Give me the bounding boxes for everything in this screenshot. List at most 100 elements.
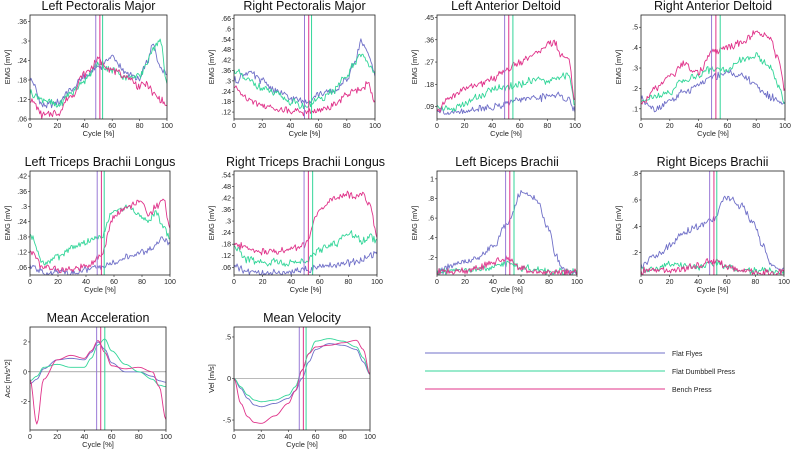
panel-right-anterior-deltoid: Right Anterior Deltoid 0 20 40 60 80 100 .1 .2 .3… xyxy=(614,0,791,138)
y-tick-label: .4 xyxy=(428,235,434,242)
x-tick-label: 60 xyxy=(315,123,323,130)
chart-title: Mean Acceleration xyxy=(47,311,150,325)
plot-frame xyxy=(436,14,576,120)
y-axis-label: EMG [mV] xyxy=(410,50,419,85)
y-tick-label: .12 xyxy=(17,97,27,104)
x-tick-label: 0 xyxy=(435,279,439,286)
y-axis-label: EMG [mV] xyxy=(614,50,623,85)
series-line-bench-press xyxy=(234,339,370,424)
panel-right-biceps-brachii: Right Biceps Brachii 0 20 40 60 80 100 .2 .4 .6 .8… xyxy=(614,155,790,294)
chart-title: Left Anterior Deltoid xyxy=(451,0,561,13)
series-line-flat-flyes xyxy=(437,190,577,275)
x-tick-label: 80 xyxy=(136,123,144,130)
y-tick-label: .18 xyxy=(221,242,231,249)
y-tick-label: .24 xyxy=(221,230,231,237)
chart-title: Left Triceps Brachii Longus xyxy=(25,155,176,169)
series-line-bench-press xyxy=(437,39,575,113)
x-tick-label: 40 xyxy=(81,434,89,441)
series-line-flat-flyes xyxy=(234,251,377,275)
x-tick-label: 0 xyxy=(435,123,439,130)
x-tick-label: 100 xyxy=(778,279,790,286)
y-tick-label: .27 xyxy=(424,60,434,67)
x-tick-label: 60 xyxy=(516,123,524,130)
x-tick-label: 40 xyxy=(488,123,496,130)
y-tick-label: .8 xyxy=(428,196,434,203)
series-line-flat-flyes xyxy=(30,236,170,275)
panel-left-biceps-brachii: Left Biceps Brachii 0 20 40 60 80 100 .2 .4 .6 .8 1… xyxy=(410,155,583,294)
series-line-flat-flyes xyxy=(641,195,784,271)
panel-left-triceps-brachii-longus: Left Triceps Brachii Longus 0 20 40 60 80 100.… xyxy=(3,155,176,294)
y-tick-label: -2 xyxy=(21,399,27,406)
x-tick-label: 60 xyxy=(723,279,731,286)
y-tick-label: .3 xyxy=(21,39,27,46)
y-tick-label: .24 xyxy=(17,58,27,65)
y-tick-label: .6 xyxy=(428,216,434,223)
chart-title: Right Pectoralis Major xyxy=(243,0,365,13)
plot-frame xyxy=(640,170,785,276)
x-tick-label: 40 xyxy=(287,123,295,130)
x-tick-label: 0 xyxy=(232,434,236,441)
y-axis-label: EMG [mV] xyxy=(3,206,12,241)
y-tick-label: .18 xyxy=(424,82,434,89)
y-tick-label: .12 xyxy=(17,250,27,257)
x-axis-label: Cycle [%] xyxy=(289,129,321,138)
series-line-flat-dumbbell-press xyxy=(437,260,577,275)
y-tick-label: .06 xyxy=(17,265,27,272)
y-tick-label: .2 xyxy=(632,250,638,257)
series-line-flat-flyes xyxy=(437,91,575,115)
y-tick-label: -.5 xyxy=(223,418,231,425)
chart-title: Right Triceps Brachii Longus xyxy=(226,155,385,169)
x-tick-label: 40 xyxy=(489,279,497,286)
series-line-flat-flyes xyxy=(234,343,370,408)
legend-item-bench-press: Bench Press xyxy=(425,387,712,394)
y-tick-label: .24 xyxy=(221,89,231,96)
y-tick-label: .09 xyxy=(424,104,434,111)
x-tick-label: 20 xyxy=(461,279,469,286)
x-tick-label: 60 xyxy=(108,123,116,130)
y-tick-label: .4 xyxy=(632,224,638,231)
y-tick-label: .48 xyxy=(221,184,231,191)
y-tick-label: .36 xyxy=(221,68,231,75)
y-axis-label: Acc [m/s^2] xyxy=(3,359,12,398)
x-tick-label: 80 xyxy=(138,279,146,286)
x-tick-label: 60 xyxy=(108,434,116,441)
y-tick-label: .4 xyxy=(632,45,638,52)
series-line-flat-dumbbell-press xyxy=(30,338,166,388)
y-tick-label: .36 xyxy=(17,19,27,26)
series-line-bench-press xyxy=(30,198,170,274)
series-line-bench-press xyxy=(437,255,577,275)
x-tick-label: 40 xyxy=(695,123,703,130)
x-tick-label: 20 xyxy=(53,434,61,441)
x-tick-label: 100 xyxy=(569,123,581,130)
y-axis-label: EMG [mV] xyxy=(410,206,419,241)
x-axis-label: Cycle [%] xyxy=(82,440,114,449)
x-tick-label: 100 xyxy=(371,279,383,286)
series-line-flat-dumbbell-press xyxy=(30,204,170,266)
y-tick-label: .54 xyxy=(221,172,231,179)
x-tick-label: 0 xyxy=(232,279,236,286)
series-line-flat-dumbbell-press xyxy=(641,52,785,105)
plot-frame xyxy=(233,14,376,120)
x-tick-label: 60 xyxy=(517,279,525,286)
x-tick-label: 80 xyxy=(339,434,347,441)
x-tick-label: 20 xyxy=(258,123,266,130)
y-tick-label: .1 xyxy=(632,106,638,113)
x-tick-label: 20 xyxy=(259,279,267,286)
panel-left-anterior-deltoid: Left Anterior Deltoid 0 20 40 60 80 100 .09 .18.… xyxy=(410,0,581,138)
x-tick-label: 80 xyxy=(135,434,143,441)
legend-item-flat-dumbbell-press: Flat Dumbbell Press xyxy=(425,369,736,376)
series-line-bench-press xyxy=(234,190,377,256)
x-tick-label: 100 xyxy=(161,123,173,130)
x-tick-label: 60 xyxy=(724,123,732,130)
series-line-flat-dumbbell-press xyxy=(641,260,784,275)
y-tick-label: .18 xyxy=(221,99,231,106)
y-axis-label: Vel [m/s] xyxy=(207,364,216,393)
series-line-flat-flyes xyxy=(30,43,167,109)
x-tick-label: 80 xyxy=(752,279,760,286)
x-tick-label: 0 xyxy=(28,279,32,286)
plot-frame xyxy=(29,14,168,120)
x-tick-label: 20 xyxy=(666,123,674,130)
x-tick-label: 40 xyxy=(82,279,90,286)
